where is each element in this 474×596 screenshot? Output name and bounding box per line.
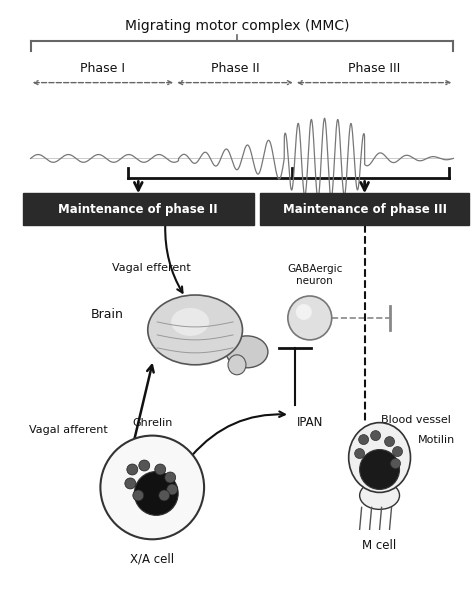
Circle shape	[125, 478, 136, 489]
Circle shape	[139, 460, 150, 471]
Ellipse shape	[228, 355, 246, 375]
Circle shape	[384, 437, 394, 446]
Text: Phase I: Phase I	[81, 62, 126, 75]
Text: M cell: M cell	[363, 539, 397, 552]
Text: GABAergic
neuron: GABAergic neuron	[287, 265, 342, 286]
Circle shape	[288, 296, 332, 340]
Text: Migrating motor complex (MMC): Migrating motor complex (MMC)	[125, 19, 349, 33]
Ellipse shape	[148, 295, 243, 365]
Text: Ghrelin: Ghrelin	[132, 418, 173, 427]
Circle shape	[159, 490, 170, 501]
Text: X/A cell: X/A cell	[130, 552, 174, 565]
Text: Vagal afferent: Vagal afferent	[28, 424, 108, 434]
Circle shape	[167, 484, 178, 495]
Ellipse shape	[360, 482, 400, 510]
Bar	[23, 193, 254, 225]
Circle shape	[134, 471, 178, 516]
Circle shape	[127, 464, 138, 475]
Circle shape	[360, 449, 400, 489]
Circle shape	[392, 446, 402, 457]
Ellipse shape	[171, 308, 209, 336]
Ellipse shape	[349, 423, 410, 492]
Circle shape	[100, 436, 204, 539]
Text: Phase III: Phase III	[348, 62, 400, 75]
Text: Phase II: Phase II	[211, 62, 259, 75]
Ellipse shape	[226, 336, 268, 368]
Circle shape	[359, 434, 369, 445]
Circle shape	[133, 490, 144, 501]
Text: Motilin: Motilin	[418, 434, 455, 445]
Circle shape	[296, 304, 312, 320]
Circle shape	[371, 431, 381, 440]
Circle shape	[164, 472, 176, 483]
Circle shape	[391, 458, 401, 468]
Circle shape	[355, 449, 365, 458]
Circle shape	[155, 464, 166, 475]
Text: Vagal efferent: Vagal efferent	[112, 263, 191, 273]
Bar	[260, 193, 469, 225]
Text: Blood vessel: Blood vessel	[381, 415, 450, 424]
Text: IPAN: IPAN	[297, 415, 323, 429]
Text: Maintenance of phase III: Maintenance of phase III	[283, 203, 447, 216]
Text: Maintenance of phase II: Maintenance of phase II	[58, 203, 218, 216]
Text: Brain: Brain	[91, 309, 123, 321]
